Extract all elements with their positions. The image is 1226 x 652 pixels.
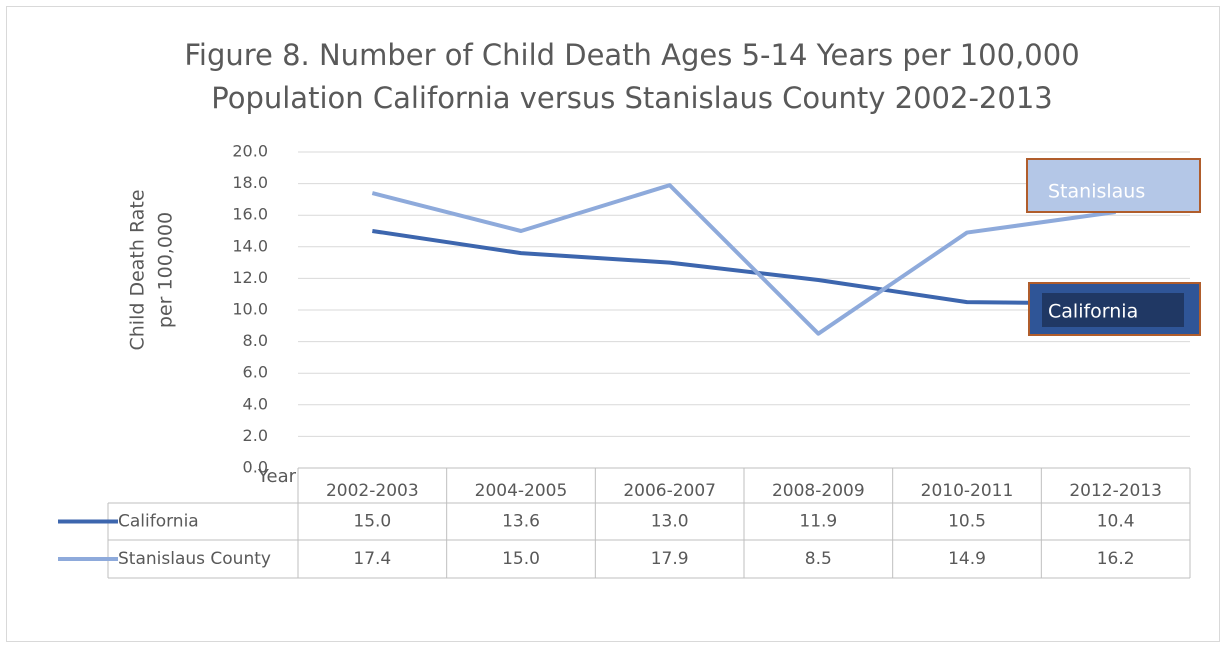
chart-title: Figure 8. Number of Child Death Ages 5-1… bbox=[184, 38, 1079, 72]
x-tick-label: 2008-2009 bbox=[772, 481, 865, 501]
chart-border bbox=[6, 6, 1220, 642]
x-tick-label: 2004-2005 bbox=[475, 481, 568, 501]
x-tick-label: 2010-2011 bbox=[921, 481, 1014, 501]
legend-label: California bbox=[118, 512, 199, 532]
x-tick-label: 2002-2003 bbox=[326, 481, 419, 501]
table-value: 13.0 bbox=[651, 512, 689, 532]
table-value: 10.5 bbox=[948, 512, 986, 532]
legend-label: Stanislaus County bbox=[118, 549, 271, 569]
table-value: 14.9 bbox=[948, 549, 986, 569]
table-value: 8.5 bbox=[805, 549, 832, 569]
y-tick-label: 2.0 bbox=[243, 426, 268, 445]
table-value: 15.0 bbox=[353, 512, 391, 532]
y-tick-label: 18.0 bbox=[232, 173, 268, 192]
y-tick-label: 8.0 bbox=[243, 331, 268, 350]
y-tick-label: 12.0 bbox=[232, 268, 268, 287]
y-tick-label: 16.0 bbox=[232, 205, 268, 224]
y-tick-label: 4.0 bbox=[243, 394, 268, 413]
table-value: 15.0 bbox=[502, 549, 540, 569]
table-value: 17.9 bbox=[651, 549, 689, 569]
y-tick-label: 20.0 bbox=[232, 142, 268, 161]
annotation-inner bbox=[1042, 293, 1184, 327]
table-value: 11.9 bbox=[799, 512, 837, 532]
x-axis-title: Year bbox=[257, 466, 297, 487]
y-axis-title: Child Death Rate bbox=[127, 189, 149, 350]
table-value: 13.6 bbox=[502, 512, 540, 532]
y-tick-label: 10.0 bbox=[232, 300, 268, 319]
chart-title: Population California versus Stanislaus … bbox=[211, 81, 1052, 115]
annotation-box bbox=[1026, 158, 1201, 213]
table-value: 10.4 bbox=[1097, 512, 1135, 532]
y-tick-label: 0.0 bbox=[243, 458, 268, 477]
series-line bbox=[371, 183, 1116, 336]
table-value: 17.4 bbox=[353, 549, 391, 569]
annotation: Stanislaus bbox=[1048, 181, 1145, 203]
y-tick-label: 6.0 bbox=[243, 363, 268, 382]
table-value: 16.2 bbox=[1097, 549, 1135, 569]
series-line bbox=[372, 229, 1116, 306]
annotation: California bbox=[1048, 301, 1138, 323]
y-tick-label: 14.0 bbox=[232, 236, 268, 255]
x-tick-label: 2006-2007 bbox=[623, 481, 716, 501]
y-axis-title: per 100,000 bbox=[155, 212, 177, 328]
x-tick-label: 2012-2013 bbox=[1069, 481, 1162, 501]
